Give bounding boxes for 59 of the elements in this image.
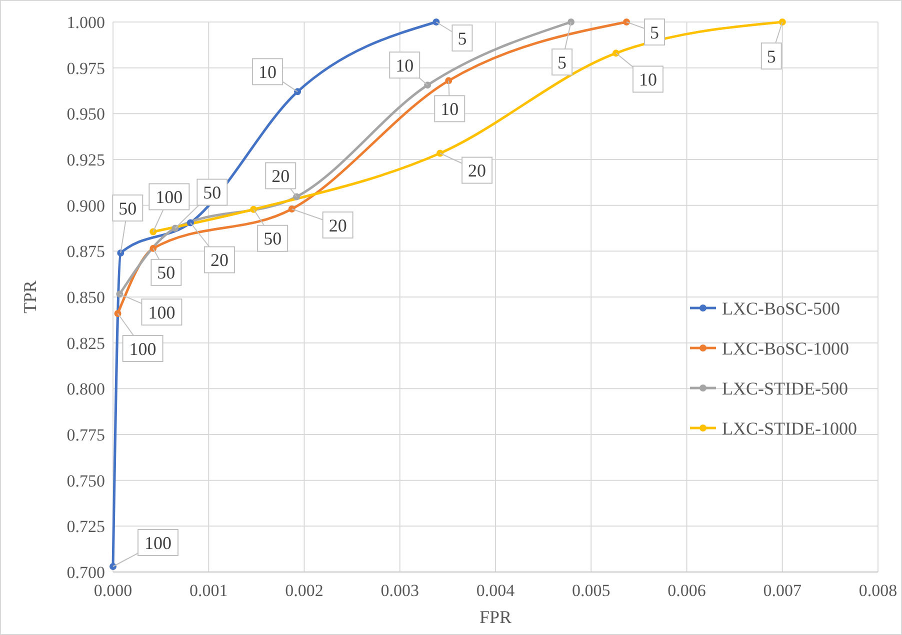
annotation: 10 xyxy=(440,98,459,119)
x-tick-label: 0.006 xyxy=(668,581,706,600)
y-tick-label: 0.700 xyxy=(66,562,105,582)
legend-label: LXC-STIDE-1000 xyxy=(722,418,857,438)
y-tick-label: 0.750 xyxy=(66,471,105,490)
annotation: 50 xyxy=(157,262,176,283)
y-tick-label: 0.775 xyxy=(66,425,105,444)
point xyxy=(116,290,124,298)
legend-label: LXC-BoSC-1000 xyxy=(722,338,850,358)
y-tick-label: 0.800 xyxy=(66,380,105,399)
point xyxy=(778,18,786,26)
y-tick-label: 0.950 xyxy=(66,104,105,124)
annotation: 100 xyxy=(148,302,176,322)
annotation: 10 xyxy=(638,69,657,90)
annotation: 100 xyxy=(144,532,172,553)
y-tick-label: 0.975 xyxy=(66,58,105,78)
annotation: 100 xyxy=(129,338,156,359)
y-tick-label: 0.925 xyxy=(66,150,105,170)
y-tick-label: 0.850 xyxy=(66,288,105,307)
x-tick-label: 0.003 xyxy=(380,581,419,600)
x-tick-label: 0.007 xyxy=(763,581,802,600)
point xyxy=(288,206,296,212)
annotation: 50 xyxy=(118,198,137,218)
x-tick-label: 0.001 xyxy=(190,581,228,600)
point xyxy=(110,563,116,570)
x-tick-label: 0.004 xyxy=(476,581,516,600)
y-tick-label: 0.875 xyxy=(66,242,105,262)
y-axis-title: TPR xyxy=(20,280,40,314)
y-tick-label: 0.900 xyxy=(66,196,105,216)
annotation: 5 xyxy=(650,22,660,42)
annotation: 20 xyxy=(210,250,228,270)
y-tick-label: 0.725 xyxy=(66,517,105,536)
x-tick-label: 0.002 xyxy=(285,581,324,600)
x-tick-label: 0.008 xyxy=(858,581,898,600)
annotation: 10 xyxy=(396,55,414,76)
annotation: 20 xyxy=(328,215,347,236)
annotation: 100 xyxy=(156,187,183,208)
annotation: 50 xyxy=(203,182,222,203)
annotation: 5 xyxy=(558,52,567,72)
x-tick-label: 0.000 xyxy=(94,581,132,600)
point xyxy=(623,18,630,26)
point xyxy=(294,88,302,96)
x-axis-title: FPR xyxy=(479,607,512,627)
y-tick-label: 0.825 xyxy=(66,334,105,353)
annotation: 20 xyxy=(468,160,486,181)
point xyxy=(150,244,157,252)
point xyxy=(432,18,440,26)
legend-label: LXC-STIDE-500 xyxy=(722,378,848,398)
legend-label: LXC-BoSC-500 xyxy=(722,298,840,318)
x-tick-label: 0.005 xyxy=(572,581,610,600)
point xyxy=(612,50,620,57)
y-tick-label: 1.000 xyxy=(66,12,105,32)
point xyxy=(250,206,258,213)
annotation: 20 xyxy=(272,166,290,186)
annotation: 50 xyxy=(264,228,282,249)
annotation: 5 xyxy=(458,28,467,48)
annotation: 10 xyxy=(258,62,277,82)
point xyxy=(436,150,444,157)
annotation: 5 xyxy=(766,46,776,66)
